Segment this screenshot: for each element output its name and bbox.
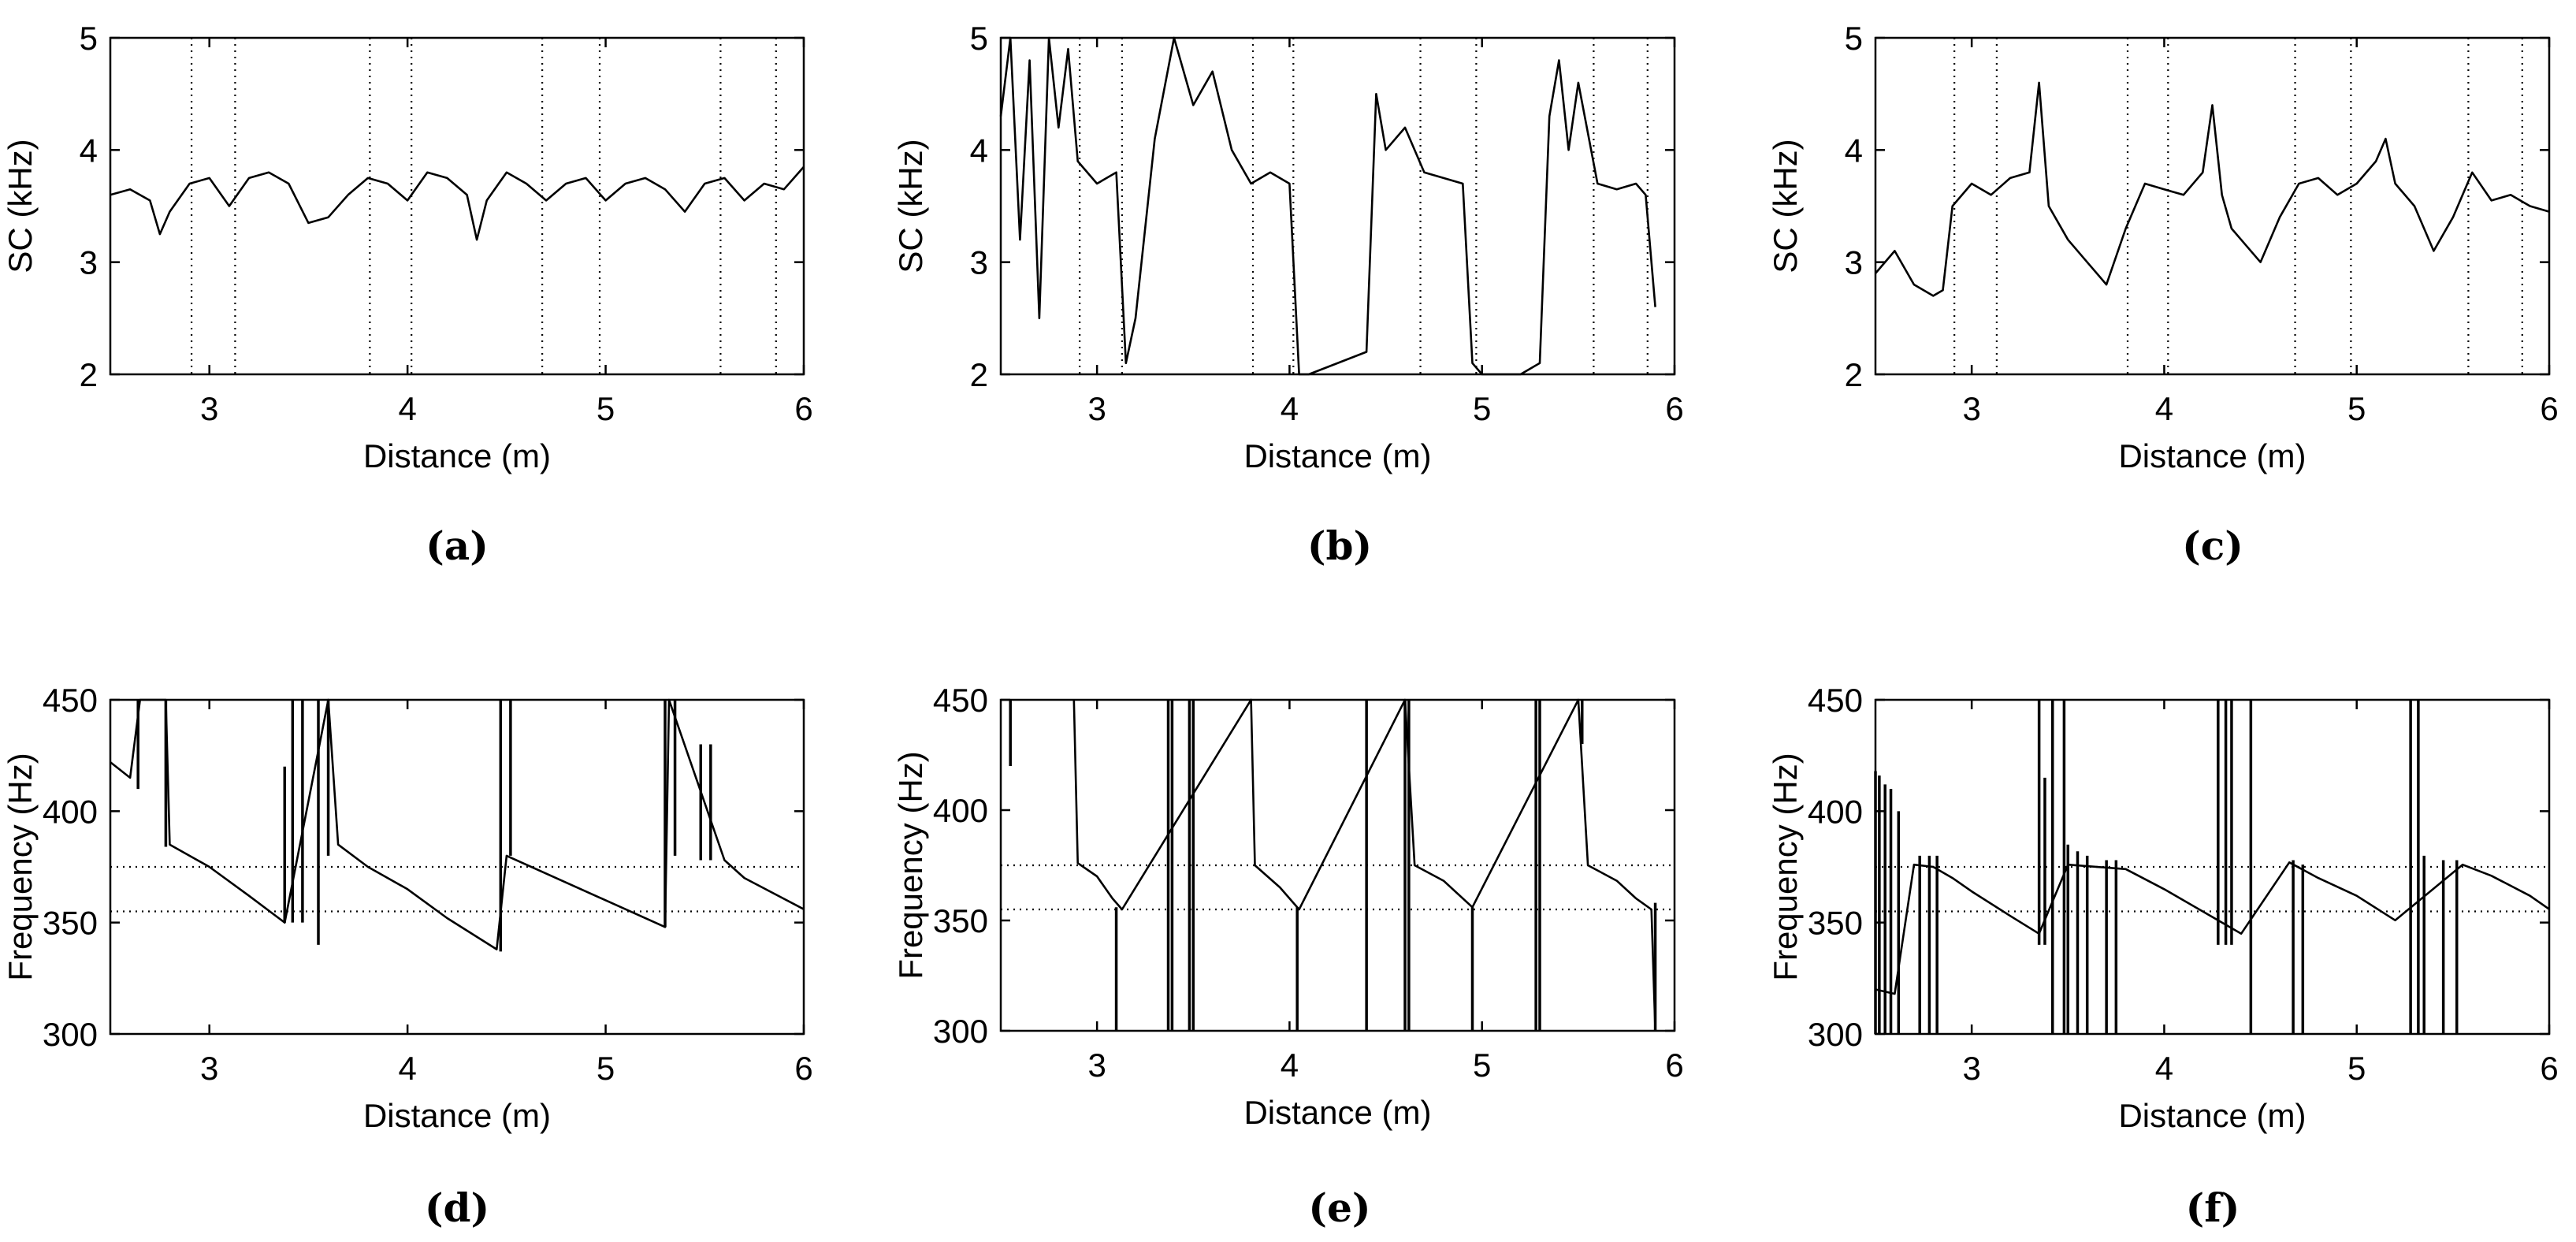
x-tick-label: 6 bbox=[794, 390, 812, 427]
x-tick-label: 3 bbox=[1962, 1050, 1980, 1087]
panel-label: (e) bbox=[1308, 1184, 1370, 1231]
y-tick-label: 3 bbox=[80, 244, 98, 281]
panel-f: (f) 3 4 5 6 300 350 400 450 Distance (m) Frequenc… bbox=[1767, 682, 2559, 1231]
x-tick-label: 4 bbox=[2155, 390, 2173, 427]
x-axis-label: Distance (m) bbox=[1243, 437, 1431, 474]
x-tick-label: 4 bbox=[1281, 1047, 1299, 1084]
panel-c: (c) 3 4 5 6 2 3 4 5 Distance (m) SC (kHz) bbox=[1767, 20, 2559, 569]
x-tick-label: 5 bbox=[1473, 1047, 1491, 1084]
x-tick-label: 6 bbox=[2540, 390, 2558, 427]
y-tick-label: 4 bbox=[1845, 132, 1863, 169]
x-tick-label: 6 bbox=[1665, 390, 1683, 427]
series-line bbox=[1875, 861, 2550, 995]
x-tick-label: 3 bbox=[1087, 1047, 1106, 1084]
panel-label: (b) bbox=[1307, 522, 1372, 569]
y-axis-label: SC (kHz) bbox=[1767, 139, 1804, 273]
panel-label: (d) bbox=[425, 1184, 489, 1231]
y-axis-label: Frequency (Hz) bbox=[2, 753, 39, 980]
panel-label: (a) bbox=[426, 522, 489, 569]
y-tick-label: 3 bbox=[970, 244, 988, 281]
plot-area bbox=[1874, 698, 2551, 1036]
x-tick-label: 5 bbox=[597, 390, 615, 427]
x-tick-label: 6 bbox=[1665, 1047, 1683, 1084]
y-tick-label: 5 bbox=[80, 20, 98, 57]
x-tick-label: 5 bbox=[2347, 1050, 2366, 1087]
y-tick-label: 2 bbox=[80, 356, 98, 393]
panel-b: (b) 3 4 5 6 2 3 4 5 Distance (m) SC (kHz) bbox=[892, 20, 1684, 569]
x-tick-label: 6 bbox=[794, 1050, 812, 1087]
y-tick-label: 350 bbox=[933, 902, 988, 939]
x-axis-label: Distance (m) bbox=[2118, 437, 2306, 474]
y-tick-label: 4 bbox=[80, 132, 98, 169]
plot-area bbox=[1874, 36, 2551, 376]
x-tick-label: 5 bbox=[1473, 390, 1491, 427]
panel-label: (c) bbox=[2182, 522, 2243, 569]
y-axis-label: Frequency (Hz) bbox=[892, 751, 929, 979]
x-tick-label: 5 bbox=[2347, 390, 2366, 427]
x-tick-label: 6 bbox=[2540, 1050, 2558, 1087]
y-tick-label: 3 bbox=[1845, 244, 1863, 281]
y-tick-label: 300 bbox=[933, 1013, 988, 1050]
x-tick-label: 4 bbox=[398, 390, 416, 427]
x-axis-label: Distance (m) bbox=[363, 1097, 551, 1134]
x-tick-label: 3 bbox=[1962, 390, 1980, 427]
x-tick-label: 5 bbox=[597, 1050, 615, 1087]
plot-area bbox=[999, 36, 1676, 376]
series-line bbox=[999, 36, 1656, 376]
plot-area bbox=[109, 36, 805, 376]
y-tick-label: 5 bbox=[1845, 20, 1863, 57]
y-axis-label: Frequency (Hz) bbox=[1767, 753, 1804, 980]
plot-area bbox=[999, 698, 1676, 1032]
plot-area bbox=[109, 698, 805, 1036]
x-tick-label: 4 bbox=[2155, 1050, 2173, 1087]
x-tick-label: 4 bbox=[1281, 390, 1299, 427]
y-tick-label: 400 bbox=[43, 793, 98, 830]
y-tick-label: 300 bbox=[1808, 1016, 1863, 1053]
x-tick-label: 3 bbox=[200, 1050, 218, 1087]
panel-d: (d) 3 4 5 6 300 350 400 450 Distance (m) Frequenc… bbox=[2, 682, 813, 1231]
series-line bbox=[110, 165, 805, 241]
y-tick-label: 300 bbox=[43, 1016, 98, 1053]
y-tick-label: 450 bbox=[933, 682, 988, 719]
x-tick-label: 4 bbox=[398, 1050, 416, 1087]
x-axis-label: Distance (m) bbox=[2118, 1097, 2306, 1134]
y-tick-label: 2 bbox=[1845, 356, 1863, 393]
series-line bbox=[1072, 698, 1656, 1032]
y-tick-label: 400 bbox=[933, 792, 988, 829]
panel-e: (e) 3 4 5 6 300 350 400 450 Distance (m) Frequenc… bbox=[892, 682, 1684, 1231]
y-tick-label: 400 bbox=[1808, 793, 1863, 830]
y-tick-label: 450 bbox=[1808, 682, 1863, 719]
x-axis-label: Distance (m) bbox=[363, 437, 551, 474]
y-tick-label: 5 bbox=[970, 20, 988, 57]
y-tick-label: 350 bbox=[43, 905, 98, 942]
y-axis-label: SC (kHz) bbox=[2, 139, 39, 273]
panel-a: (a) 3 4 5 6 2 3 4 5 Distance (m) SC (kHz) bbox=[2, 20, 813, 569]
y-tick-label: 4 bbox=[970, 132, 988, 169]
x-axis-label: Distance (m) bbox=[1243, 1094, 1431, 1131]
y-tick-label: 350 bbox=[1808, 905, 1863, 942]
y-tick-label: 450 bbox=[43, 682, 98, 719]
x-tick-label: 3 bbox=[200, 390, 218, 427]
panel-label: (f) bbox=[2186, 1184, 2240, 1231]
y-tick-label: 2 bbox=[970, 356, 988, 393]
series-line bbox=[1875, 81, 2550, 297]
y-axis-label: SC (kHz) bbox=[892, 139, 929, 273]
x-tick-label: 3 bbox=[1087, 390, 1106, 427]
